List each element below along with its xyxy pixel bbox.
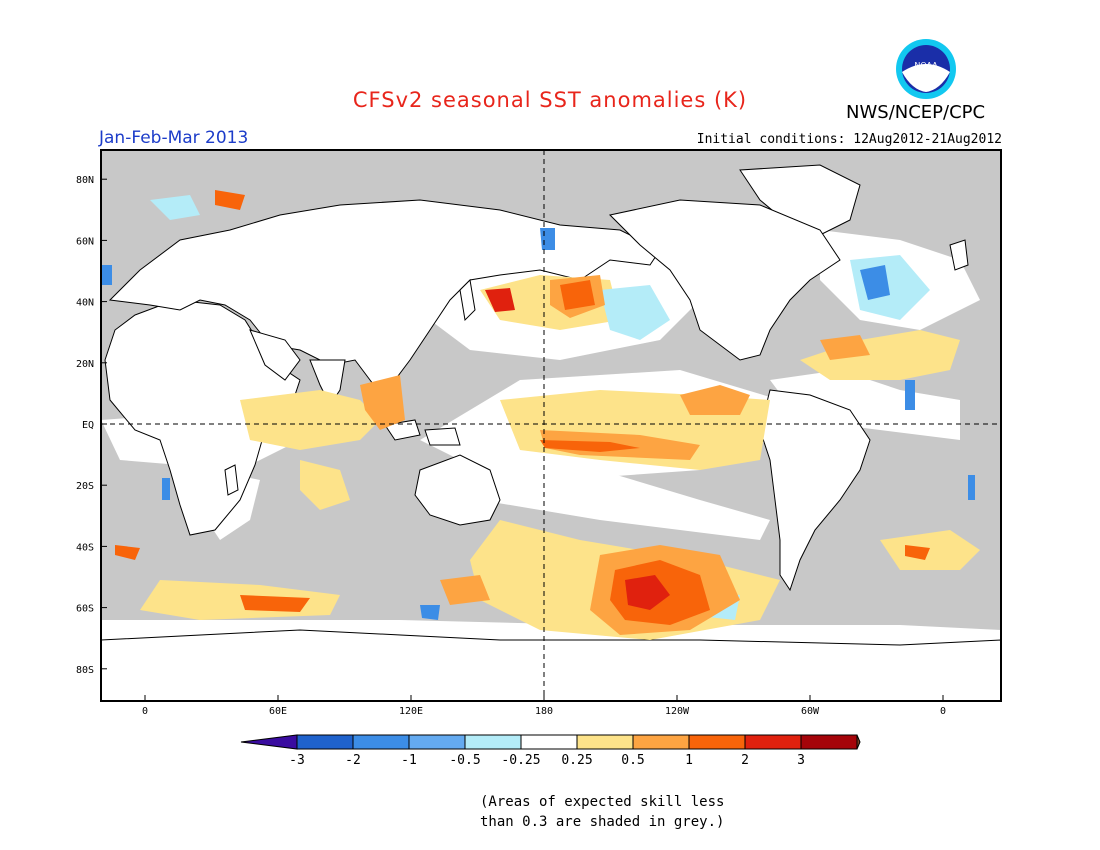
- latitude-axis: 80N 60N 40N 20N EQ 20S 40S 60S 80S: [76, 175, 107, 676]
- anomaly-2-3: [485, 288, 670, 610]
- legend-swatch: [464, 734, 522, 750]
- noaa-logo-text: NOAA: [914, 61, 938, 70]
- initial-conditions: Initial conditions: 12Aug2012-21Aug2012: [696, 132, 1002, 147]
- legend-tick-label: 0.25: [561, 753, 592, 768]
- lon-label: 120W: [665, 706, 690, 717]
- legend-tick-label: -0.25: [501, 753, 540, 768]
- legend-tick-label: -0.5: [449, 753, 480, 768]
- skill-note: (Areas of expected skill less than 0.3 a…: [480, 792, 724, 832]
- legend-tick-label: -3: [289, 753, 305, 768]
- legend-swatch: [352, 734, 410, 750]
- legend-swatch: [576, 734, 634, 750]
- legend-arrow-low: [240, 734, 298, 750]
- skill-note-line-1: (Areas of expected skill less: [480, 794, 725, 810]
- map-frame: [100, 149, 1002, 702]
- color-legend: -3 -2 -1 -0.5 -0.25 0.25 0.5 1 2 3: [240, 734, 861, 768]
- lon-label: 0: [940, 706, 946, 717]
- legend-swatch: [688, 734, 746, 750]
- lon-label: 0: [142, 706, 148, 717]
- legend-swatch: [296, 734, 354, 750]
- lat-label: 60N: [76, 236, 94, 247]
- lon-label: 120E: [399, 706, 423, 717]
- legend-tick-label: -1: [401, 753, 417, 768]
- lat-label: 20S: [76, 481, 94, 492]
- legend-tick-label: 1: [685, 753, 693, 768]
- noaa-logo: NOAA: [895, 38, 957, 104]
- lon-label: 180: [535, 706, 553, 717]
- lon-label: 60W: [801, 706, 820, 717]
- lat-label: 80N: [76, 175, 94, 186]
- legend-tick-label: 0.5: [621, 753, 644, 768]
- map-title: CFSv2 seasonal SST anomalies (K): [352, 88, 748, 112]
- legend-swatch: [744, 734, 802, 750]
- land: [101, 164, 1001, 701]
- legend-swatch: [408, 734, 466, 750]
- lat-label: 40N: [76, 298, 94, 309]
- legend-swatch: [520, 734, 578, 750]
- legend-tick-label: -2: [345, 753, 361, 768]
- skill-note-line-2: than 0.3 are shaded in grey.): [480, 814, 725, 830]
- longitude-axis: 0 60E 120E 180 120W 60W 0: [142, 695, 946, 717]
- lat-label: 60S: [76, 604, 94, 615]
- legend-swatch: [632, 734, 690, 750]
- agency-label: NWS/NCEP/CPC: [846, 102, 986, 123]
- legend-tick-label: 3: [797, 753, 805, 768]
- lon-label: 60E: [269, 706, 287, 717]
- lat-label: EQ: [82, 420, 94, 431]
- lat-label: 40S: [76, 542, 94, 553]
- lat-label: 20N: [76, 359, 94, 370]
- legend-tick-label: 2: [741, 753, 749, 768]
- forecast-period: Jan-Feb-Mar 2013: [99, 128, 249, 148]
- legend-arrow-high: [856, 734, 861, 750]
- lat-label: 80S: [76, 665, 94, 676]
- legend-swatch: [800, 734, 858, 750]
